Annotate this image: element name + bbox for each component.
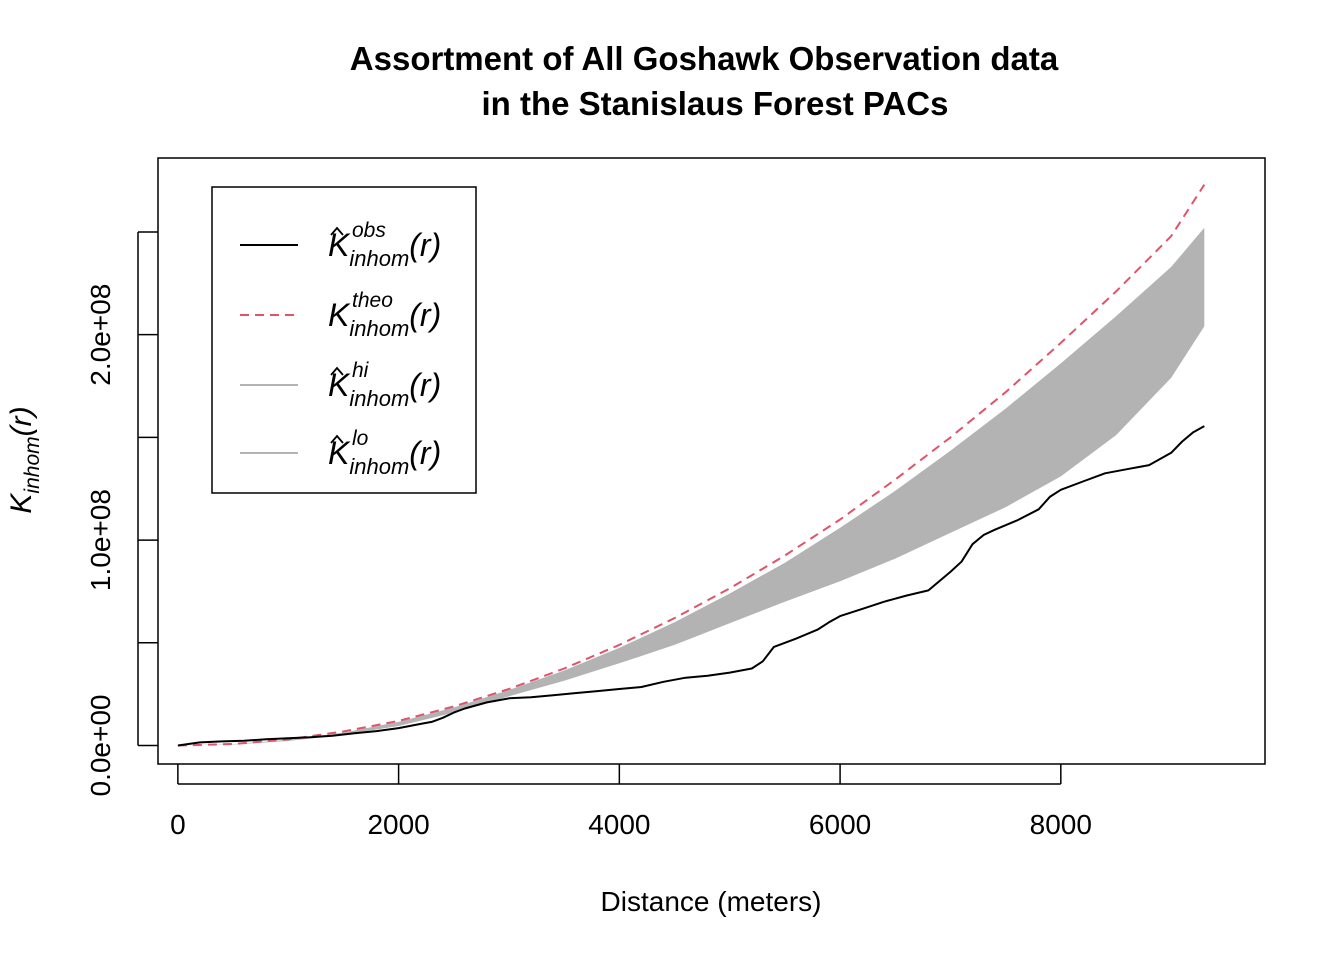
envelope-band <box>177 227 1205 746</box>
x-tick-label: 6000 <box>809 809 871 840</box>
x-axis-label: Distance (meters) <box>601 886 822 917</box>
legend-label-sup-hi: hi <box>352 359 370 382</box>
y-tick-label: 0.0e+00 <box>85 695 116 797</box>
x-tick-label: 2000 <box>367 809 429 840</box>
legend-label-sub: inhom <box>349 246 409 271</box>
legend-label-main: K <box>328 297 351 333</box>
y-axis-label: Kinhom(r) <box>5 406 44 513</box>
series-obs-line <box>177 425 1205 747</box>
legend-label-sub: inhom <box>349 386 409 411</box>
legend-label-main: K <box>328 227 351 263</box>
x-tick-label: 4000 <box>588 809 650 840</box>
legend-label-sup-lo: lo <box>352 427 369 450</box>
y-tick-label: 1.0e+08 <box>85 489 116 591</box>
legend-label-arg: (r) <box>409 297 441 333</box>
y-axis-label-main: K <box>5 492 38 514</box>
legend-label-theo: Kinhom(r) <box>328 297 441 341</box>
y-axis-label-arg: (r) <box>5 406 38 436</box>
legend-label-lo: Kinhom(r) <box>328 435 441 479</box>
legend-label-sup-obs: obs <box>352 219 386 242</box>
legend-label-sup-theo: theo <box>352 289 393 312</box>
legend-label-main: K <box>328 435 351 471</box>
series-theo-line <box>177 184 1206 747</box>
chart-title-line-1: Assortment of All Goshawk Observation da… <box>350 40 1059 77</box>
plot-area <box>177 184 1206 747</box>
legend-label-sub: inhom <box>349 316 409 341</box>
x-tick-label: 0 <box>170 809 186 840</box>
x-axis: 0 2000 4000 6000 8000 <box>170 764 1092 840</box>
legend-label-obs: Kinhom(r) <box>328 227 441 271</box>
legend: Kinhom(r)obsKinhom(r)theoKinhom(r)hiKinh… <box>211 186 477 494</box>
legend-label-arg: (r) <box>409 435 441 471</box>
y-axis-label-sub: inhom <box>21 436 44 493</box>
y-axis: 0.0e+00 1.0e+08 2.0e+08 <box>85 231 158 797</box>
plot-frame <box>157 157 1266 765</box>
legend-hat-lo <box>330 434 344 444</box>
legend-hat-hi <box>330 366 344 376</box>
legend-label-hi: Kinhom(r) <box>328 367 441 411</box>
legend-hat-obs <box>330 226 344 236</box>
x-tick-label: 8000 <box>1030 809 1092 840</box>
legend-label-sub: inhom <box>349 454 409 479</box>
chart-title-line-2: in the Stanislaus Forest PACs <box>482 85 949 122</box>
legend-box <box>211 186 477 494</box>
y-tick-label: 2.0e+08 <box>85 284 116 386</box>
legend-label-main: K <box>328 367 351 403</box>
legend-label-arg: (r) <box>409 367 441 403</box>
legend-label-arg: (r) <box>409 227 441 263</box>
